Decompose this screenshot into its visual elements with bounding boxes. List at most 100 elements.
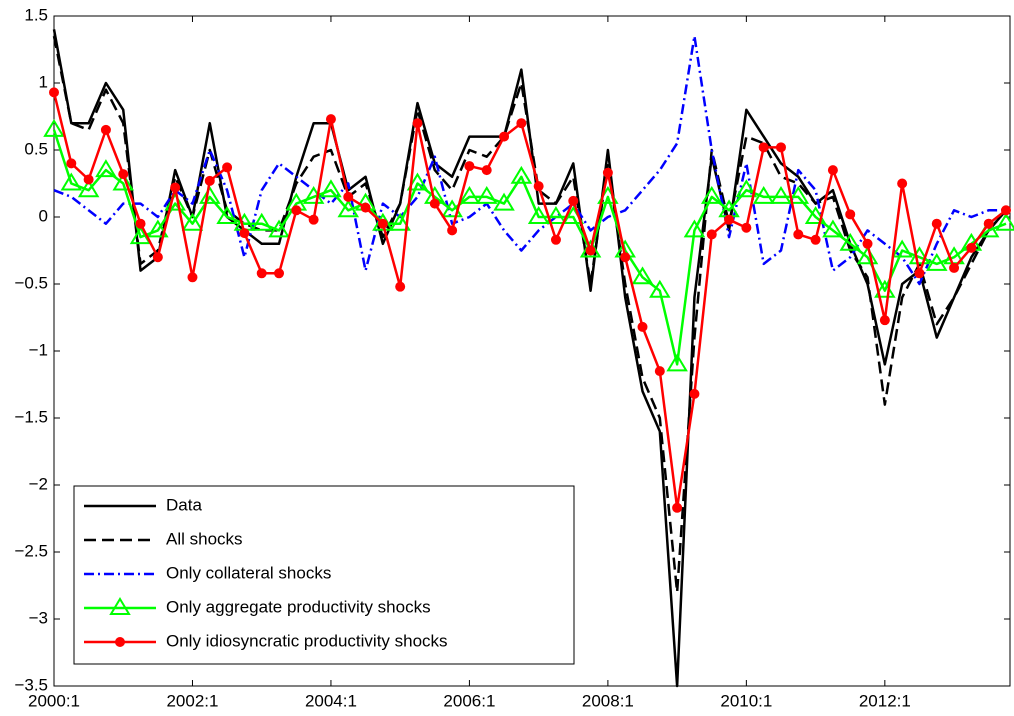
marker (43, 118, 65, 137)
legend-label: Only collateral shocks (166, 563, 331, 582)
marker (499, 131, 510, 142)
marker (256, 268, 267, 279)
marker (775, 142, 786, 153)
marker (441, 199, 463, 218)
marker (109, 597, 131, 615)
marker (856, 246, 879, 265)
marker (447, 225, 458, 236)
y-tick-label: 0.5 (24, 139, 48, 158)
marker (274, 268, 285, 279)
marker (862, 238, 873, 249)
y-tick-label: 1.5 (24, 5, 48, 24)
y-tick-label: −3 (29, 608, 48, 627)
series-line (52, 129, 1007, 366)
y-tick-label: 0 (39, 206, 48, 225)
marker (481, 165, 492, 176)
marker (735, 179, 758, 198)
marker (199, 185, 221, 204)
marker (995, 212, 1014, 231)
marker (550, 234, 561, 245)
marker (118, 169, 129, 180)
marker (931, 218, 942, 229)
marker (545, 206, 567, 224)
marker (147, 219, 169, 238)
legend-label: Only idiosyncratic productivity shocks (166, 631, 448, 650)
marker (493, 192, 515, 211)
marker (1001, 205, 1011, 216)
x-tick-label: 2008:1 (582, 691, 634, 710)
marker (100, 124, 111, 135)
marker (631, 266, 654, 285)
marker (216, 206, 238, 224)
marker (914, 268, 925, 279)
marker (389, 212, 411, 231)
marker (458, 185, 481, 204)
marker (787, 185, 810, 204)
marker (706, 229, 717, 240)
marker (95, 159, 117, 178)
x-tick-label: 2010:1 (720, 691, 772, 710)
marker (758, 142, 769, 153)
marker (360, 202, 371, 213)
y-tick-label: −0.5 (14, 273, 48, 292)
marker (822, 219, 844, 238)
marker (464, 161, 475, 172)
legend-box (73, 485, 575, 665)
marker (77, 179, 100, 198)
marker (112, 172, 135, 191)
marker (204, 175, 215, 186)
marker (949, 262, 960, 273)
marker (222, 162, 233, 173)
marker (804, 206, 827, 224)
marker (897, 178, 908, 189)
marker (49, 87, 59, 98)
marker (291, 205, 302, 216)
marker (412, 118, 423, 129)
marker (475, 185, 498, 204)
series-line (53, 34, 1006, 286)
marker (649, 279, 671, 298)
marker (879, 315, 890, 326)
marker (654, 366, 665, 377)
legend-label: Data (166, 495, 202, 514)
marker (602, 167, 613, 178)
marker (966, 242, 977, 253)
marker (925, 252, 948, 271)
marker (700, 185, 723, 204)
marker (793, 229, 804, 240)
y-tick-label: −1.5 (14, 407, 48, 426)
marker (325, 114, 336, 125)
marker (308, 214, 319, 225)
marker (666, 353, 688, 372)
x-tick-label: 2004:1 (305, 691, 357, 710)
marker (135, 218, 146, 229)
x-tick-label: 2000:1 (28, 691, 80, 710)
marker (320, 179, 342, 198)
marker (170, 182, 181, 193)
marker (268, 219, 290, 238)
marker (752, 185, 775, 204)
marker (585, 245, 596, 256)
marker (239, 228, 250, 239)
marker (516, 118, 527, 129)
y-tick-label: −3.5 (14, 675, 48, 694)
marker (181, 212, 204, 231)
x-tick-label: 2012:1 (859, 691, 911, 710)
marker (377, 218, 388, 229)
x-tick-label: 2006:1 (443, 691, 495, 710)
y-tick-label: 1 (39, 72, 48, 91)
y-tick-label: −2.5 (14, 541, 48, 560)
marker (770, 185, 792, 204)
marker (891, 239, 913, 258)
marker (66, 158, 77, 169)
marker (839, 232, 861, 251)
marker (827, 165, 838, 176)
x-tick-label: 2002:1 (166, 691, 218, 710)
marker (810, 234, 821, 245)
marker (527, 206, 550, 224)
marker (689, 388, 700, 399)
marker (406, 172, 429, 191)
marker (683, 219, 706, 238)
marker (510, 165, 533, 184)
